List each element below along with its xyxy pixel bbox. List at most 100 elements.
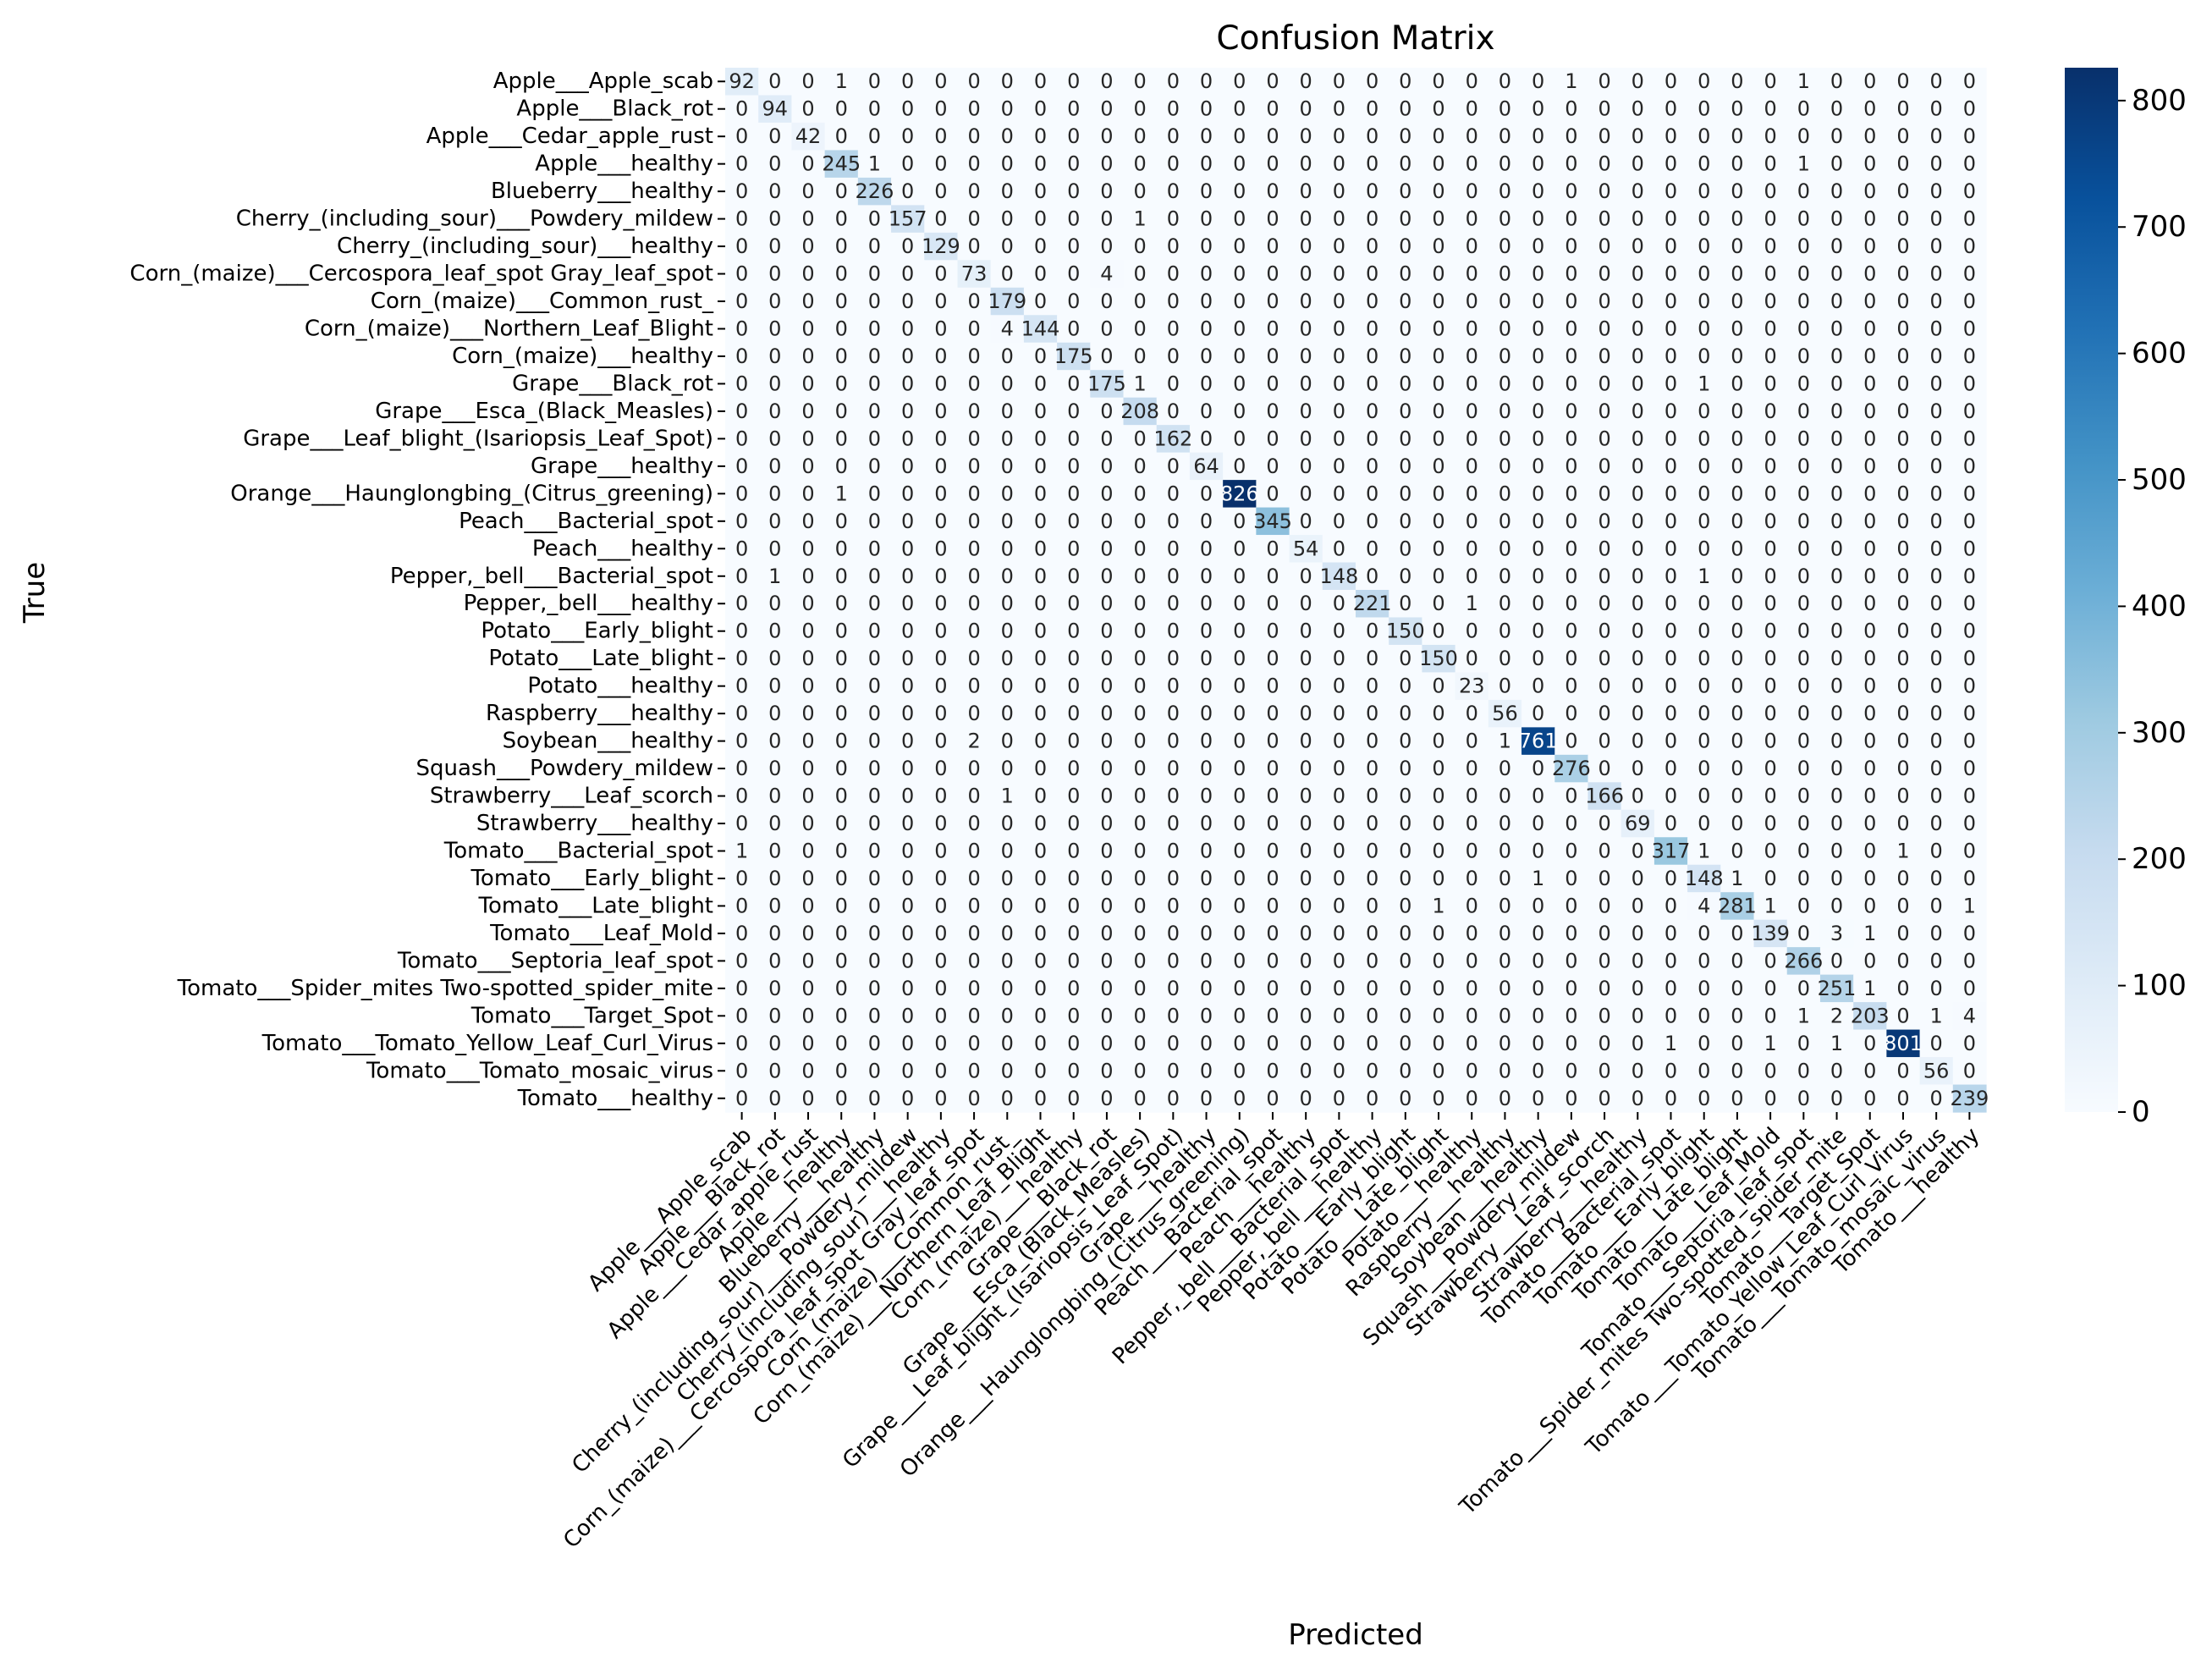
cell-value-label: 0 (1167, 289, 1180, 313)
cell-value-label: 0 (1797, 757, 1810, 780)
heatmap-cell (1853, 95, 1887, 124)
cell-value-label: 0 (1731, 289, 1743, 313)
cell-value-label: 0 (934, 867, 947, 890)
y-tick-label: Raspberry___healthy (486, 701, 713, 726)
heatmap-cell (957, 205, 992, 234)
heatmap-cell (1687, 287, 1721, 316)
heatmap-cell (1322, 177, 1356, 206)
cell-value-label: 0 (1001, 675, 1014, 698)
cell-value-label: 0 (1598, 454, 1610, 478)
cell-value-label: 0 (1565, 152, 1577, 176)
heatmap-cell (857, 68, 892, 96)
heatmap-cell (1720, 315, 1755, 344)
heatmap-cell (857, 177, 892, 206)
cell-value-label: 0 (1466, 289, 1478, 313)
cell-value-label: 0 (1731, 647, 1743, 670)
heatmap-cell (1819, 315, 1854, 344)
y-axis-ticks: Apple___Apple_scabApple___Black_rotApple… (129, 69, 725, 1111)
cell-value-label: 0 (1466, 619, 1478, 643)
heatmap-cell (1620, 122, 1655, 151)
heatmap-cell (1687, 232, 1721, 261)
cell-value-label: 0 (1034, 262, 1047, 286)
cell-value-label: 0 (801, 97, 814, 121)
cell-value-label: 276 (1552, 757, 1591, 780)
cell-value-label: 0 (1863, 207, 1876, 231)
cell-value-label: 0 (1499, 564, 1511, 588)
cell-value-label: 0 (1466, 207, 1478, 231)
cell-value-label: 0 (1930, 317, 1943, 341)
cell-value-label: 0 (1930, 454, 1943, 478)
cell-value-label: 0 (1266, 647, 1279, 670)
cell-value-label: 0 (801, 482, 814, 505)
cell-value-label: 0 (1167, 730, 1180, 753)
cell-value-label: 0 (1665, 454, 1677, 478)
cell-value-label: 0 (1698, 289, 1710, 313)
cell-value-label: 0 (934, 1087, 947, 1110)
cell-value-label: 0 (1034, 97, 1047, 121)
cell-value-label: 0 (1532, 1059, 1544, 1082)
cell-value-label: 0 (1665, 537, 1677, 560)
cell-value-label: 0 (1963, 1032, 1976, 1055)
cell-value-label: 0 (1399, 69, 1411, 93)
cell-value-label: 0 (1266, 179, 1279, 203)
cell-value-label: 0 (1233, 427, 1246, 450)
cell-value-label: 0 (1963, 482, 1976, 505)
cell-value-label: 0 (835, 592, 848, 615)
cell-value-label: 0 (1399, 1004, 1411, 1027)
colorbar-tick-label: 200 (2132, 842, 2187, 876)
cell-value-label: 0 (1233, 509, 1246, 533)
cell-value-label: 0 (1366, 949, 1378, 972)
heatmap-cell (1057, 95, 1091, 124)
cell-value-label: 0 (967, 1059, 980, 1082)
cell-value-label: 0 (934, 317, 947, 341)
cell-value-label: 0 (768, 317, 781, 341)
heatmap-cell (891, 205, 925, 234)
cell-value-label: 0 (1863, 399, 1876, 423)
cell-value-label: 0 (1001, 1087, 1014, 1110)
cell-value-label: 0 (1665, 69, 1677, 93)
cell-value-label: 0 (1366, 757, 1378, 780)
cell-value-label: 0 (1333, 619, 1345, 643)
heatmap-cell (1156, 205, 1191, 234)
cell-value-label: 0 (1963, 152, 1976, 176)
cell-value-label: 0 (735, 702, 748, 725)
cell-value-label: 0 (1034, 509, 1047, 533)
heatmap-cell (1720, 68, 1755, 96)
cell-value-label: 0 (1200, 867, 1213, 890)
heatmap-cell (1786, 68, 1821, 96)
heatmap-cell (1786, 205, 1821, 234)
y-tick-label: Potato___Early_blight (481, 619, 713, 644)
cell-value-label: 0 (735, 97, 748, 121)
cell-value-label: 0 (1399, 152, 1411, 176)
cell-value-label: 0 (1930, 922, 1943, 945)
cell-value-label: 0 (1100, 922, 1113, 945)
cell-value-label: 0 (1797, 537, 1810, 560)
cell-value-label: 0 (1499, 152, 1511, 176)
cell-value-label: 0 (1167, 949, 1180, 972)
cell-value-label: 0 (1366, 894, 1378, 917)
cell-value-label: 0 (1830, 97, 1843, 121)
cell-value-label: 0 (1200, 317, 1213, 341)
heatmap-cell (1223, 177, 1257, 206)
heatmap-cell (1886, 205, 1921, 234)
cell-value-label: 0 (967, 840, 980, 863)
heatmap-cell (1356, 260, 1389, 289)
cell-value-label: 0 (1930, 757, 1943, 780)
cell-value-label: 0 (1034, 894, 1047, 917)
heatmap-cell (1720, 232, 1755, 261)
cell-value-label: 0 (1896, 509, 1909, 533)
cell-value-label: 0 (1200, 1059, 1213, 1082)
cell-value-label: 0 (1100, 399, 1113, 423)
heatmap-cell (1554, 232, 1589, 261)
cell-value-label: 0 (1499, 317, 1511, 341)
cell-value-label: 0 (1167, 317, 1180, 341)
cell-value-label: 0 (1333, 262, 1345, 286)
cell-value-label: 0 (735, 592, 748, 615)
cell-value-label: 0 (1797, 454, 1810, 478)
cell-value-label: 0 (1001, 207, 1014, 231)
cell-value-label: 0 (1333, 840, 1345, 863)
cell-value-label: 0 (1432, 840, 1444, 863)
cell-value-label: 0 (1665, 1059, 1677, 1082)
cell-value-label: 0 (1532, 785, 1544, 808)
cell-value-label: 0 (1366, 812, 1378, 835)
